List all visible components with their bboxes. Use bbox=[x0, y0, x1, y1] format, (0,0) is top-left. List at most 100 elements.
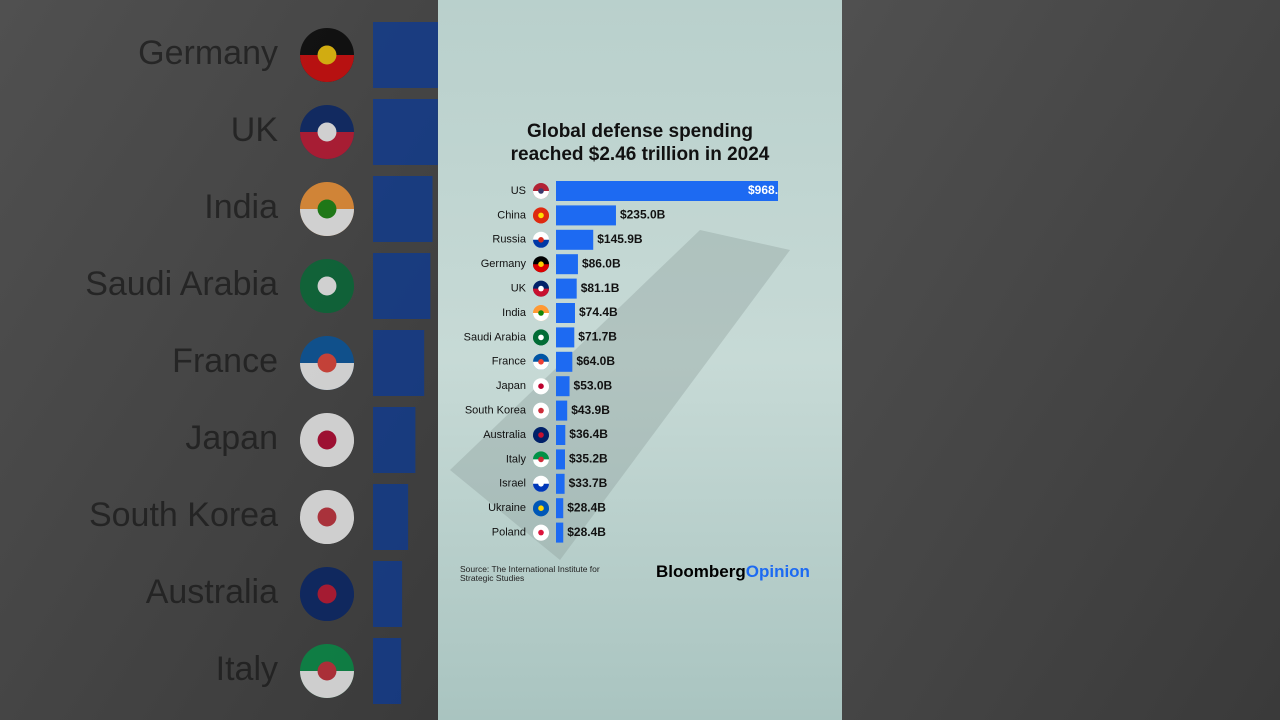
bar bbox=[556, 400, 568, 421]
category-label: South Korea bbox=[465, 405, 527, 417]
category-label: Australia bbox=[483, 429, 527, 441]
flag bbox=[538, 505, 544, 512]
backdrop-bar bbox=[373, 330, 425, 396]
backdrop-category-label: South Korea bbox=[89, 496, 278, 534]
bar bbox=[556, 327, 575, 348]
flag bbox=[533, 361, 549, 370]
flag bbox=[300, 209, 354, 236]
flag bbox=[538, 285, 544, 292]
logo: BloombergOpinion bbox=[656, 562, 810, 581]
left-backdrop bbox=[0, 0, 438, 720]
backdrop-chart: Germany UK India Saudi Arabia France Japan Sou… bbox=[85, 22, 438, 704]
backdrop-bar bbox=[373, 22, 438, 88]
flag bbox=[533, 191, 549, 199]
category-label: Poland bbox=[492, 527, 526, 539]
flag bbox=[317, 199, 337, 219]
category-label: Saudi Arabia bbox=[464, 331, 527, 343]
bar bbox=[556, 181, 778, 201]
panel-background bbox=[438, 0, 842, 720]
category-label: India bbox=[502, 307, 527, 319]
bar bbox=[556, 473, 565, 494]
right-backdrop bbox=[842, 0, 1280, 720]
flag bbox=[317, 353, 337, 373]
bar bbox=[556, 376, 570, 397]
backdrop-bar bbox=[373, 407, 416, 473]
source-note: Source: The International Institute for … bbox=[460, 564, 600, 583]
flag bbox=[538, 237, 544, 243]
value-label: $35.2B bbox=[569, 452, 608, 466]
backdrop-category-label: Germany bbox=[138, 34, 278, 72]
flag bbox=[533, 410, 549, 419]
flag bbox=[533, 288, 549, 297]
flag bbox=[317, 661, 337, 681]
category-label: Italy bbox=[506, 453, 527, 465]
flag bbox=[533, 508, 549, 517]
backdrop-bar bbox=[373, 638, 402, 704]
value-label: $28.4B bbox=[567, 500, 606, 514]
flag bbox=[538, 188, 544, 194]
bar bbox=[556, 303, 575, 323]
bar bbox=[556, 449, 565, 470]
backdrop-category-label: France bbox=[172, 342, 278, 380]
flag bbox=[538, 481, 544, 487]
category-label: France bbox=[492, 356, 526, 368]
flag bbox=[300, 440, 354, 467]
backdrop-category-label: UK bbox=[231, 111, 279, 149]
value-label: $235.0B bbox=[620, 208, 666, 222]
category-label: UK bbox=[511, 283, 527, 295]
flag bbox=[538, 310, 544, 316]
flag bbox=[317, 276, 337, 296]
category-label: Russia bbox=[492, 234, 527, 246]
flag bbox=[300, 671, 354, 698]
value-label: $71.7B bbox=[578, 330, 617, 344]
flag bbox=[533, 264, 549, 273]
flag bbox=[300, 132, 354, 159]
flag bbox=[538, 529, 544, 536]
flag bbox=[533, 313, 549, 321]
flag bbox=[538, 407, 544, 414]
bar bbox=[556, 522, 564, 543]
backdrop-bar bbox=[373, 561, 403, 627]
value-label: $36.4B bbox=[569, 427, 608, 441]
flag bbox=[538, 261, 544, 268]
flag bbox=[538, 456, 544, 463]
value-label: $33.7B bbox=[569, 476, 608, 490]
backdrop-bar bbox=[373, 484, 409, 550]
backdrop-category-label: Saudi Arabia bbox=[85, 265, 278, 303]
category-label: Ukraine bbox=[488, 502, 526, 514]
flag bbox=[300, 594, 354, 621]
value-label: $53.0B bbox=[574, 378, 613, 392]
backdrop-bar bbox=[373, 99, 438, 165]
flag bbox=[317, 430, 337, 450]
flag bbox=[538, 334, 544, 341]
value-label: $64.0B bbox=[576, 354, 615, 368]
backdrop-category-label: Italy bbox=[216, 650, 278, 688]
bar bbox=[556, 278, 577, 299]
plot-area: $968.0B $235.0B $145.9B $86.0B $81.1B $74.4B $… bbox=[556, 181, 794, 543]
chart-title: Global defense spending bbox=[527, 121, 753, 142]
flag bbox=[533, 386, 549, 395]
flag bbox=[300, 363, 354, 390]
category-label: Israel bbox=[499, 478, 526, 490]
value-label: $968.0B bbox=[748, 183, 794, 197]
flag bbox=[533, 435, 549, 443]
flag bbox=[538, 359, 544, 365]
backdrop-category-label: Australia bbox=[146, 573, 278, 611]
category-label: US bbox=[511, 185, 526, 197]
backdrop-category-label: India bbox=[204, 188, 278, 226]
flag bbox=[317, 122, 337, 142]
flag bbox=[300, 286, 354, 313]
value-label: $145.9B bbox=[597, 232, 643, 246]
flag bbox=[300, 55, 354, 82]
value-label: $81.1B bbox=[581, 281, 620, 295]
category-label: Germany bbox=[481, 258, 527, 270]
submarine-shape bbox=[450, 230, 790, 560]
value-label: $28.4B bbox=[567, 525, 606, 539]
value-label: $86.0B bbox=[582, 256, 621, 270]
bar bbox=[556, 351, 573, 372]
flag bbox=[538, 383, 544, 390]
value-label: $74.4B bbox=[579, 305, 618, 319]
bar bbox=[556, 498, 564, 519]
flag bbox=[533, 483, 549, 492]
